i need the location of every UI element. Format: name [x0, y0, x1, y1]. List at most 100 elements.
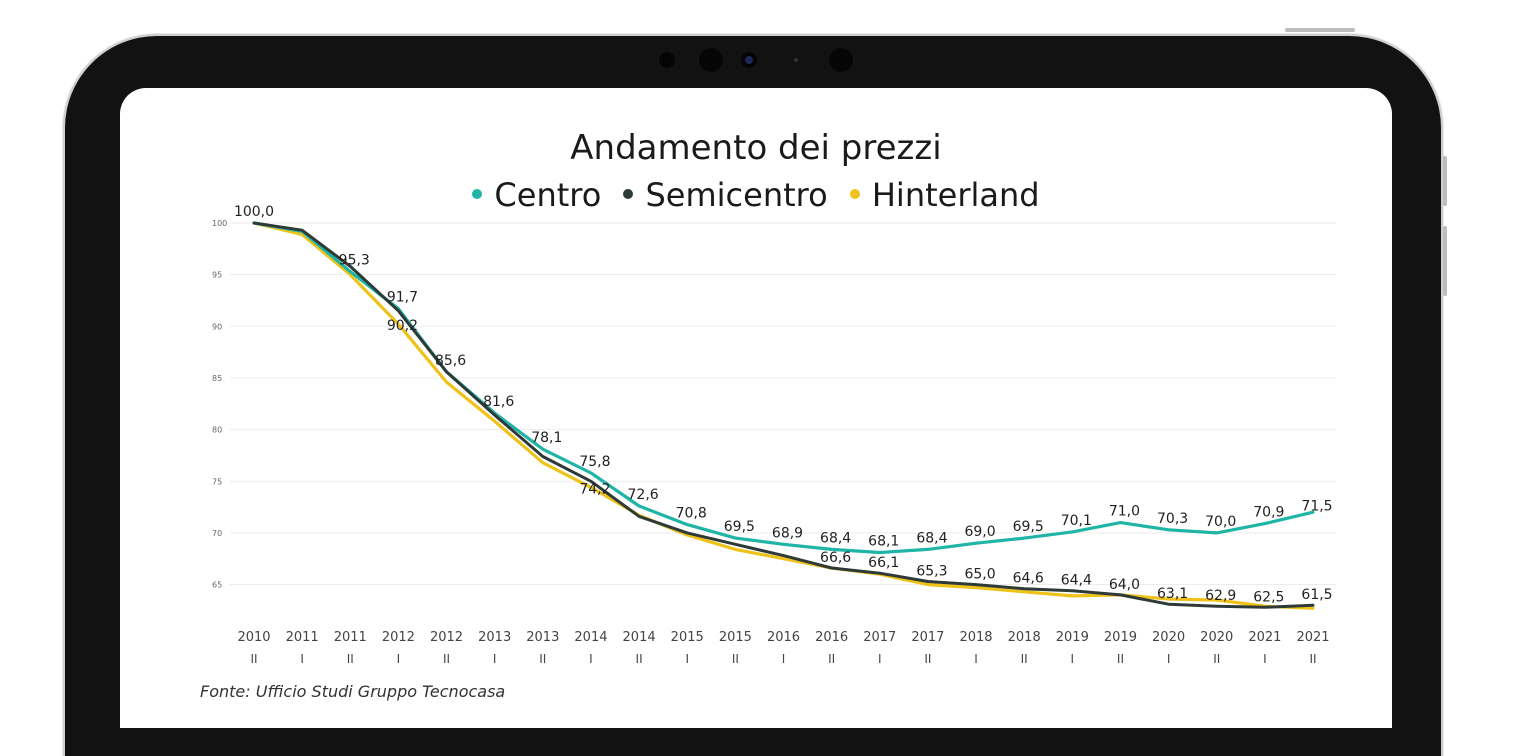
data-labels: 100,0 95,3 91,7 85,6 81,6 78,1 75,8 72,6 70,8 69,…: [234, 204, 1333, 605]
data-label-lower-3: 90,2: [387, 318, 418, 334]
x-tick-year-7: 2014: [574, 630, 607, 645]
x-tick-half-7: I: [589, 652, 593, 666]
data-label-upper-8: 72,6: [628, 487, 659, 503]
series-line-centro: [252, 221, 1315, 555]
x-tick-half-4: II: [443, 652, 450, 666]
sensor-dot-1: [659, 52, 675, 68]
data-label-lower-13: 66,1: [868, 555, 899, 571]
data-label-upper-14: 68,4: [916, 530, 947, 546]
x-tick-half-1: I: [300, 652, 304, 666]
data-label-lower-7: 74,2: [579, 482, 610, 498]
x-tick-half-0: II: [250, 652, 257, 666]
chart-title: Andamento dei prezzi: [570, 128, 942, 168]
x-tick-year-15: 2018: [959, 630, 992, 645]
x-tick-year-2: 2011: [334, 630, 367, 645]
data-label-upper-7: 75,8: [579, 454, 610, 470]
y-tick-95: 95: [212, 271, 222, 280]
y-tick-90: 90: [212, 322, 222, 331]
x-tick-half-15: I: [974, 652, 978, 666]
data-label-lower-14: 65,3: [916, 563, 947, 579]
data-label-upper-12: 68,4: [820, 530, 851, 546]
x-tick-year-22: 2021: [1296, 630, 1329, 645]
chart-source: Fonte: Ufficio Studi Gruppo Tecnocasa: [200, 682, 506, 701]
tablet-volume-button: [1443, 226, 1447, 296]
x-tick-half-6: II: [539, 652, 546, 666]
data-label-lower-20: 62,9: [1205, 588, 1236, 604]
x-tick-half-12: II: [828, 652, 835, 666]
legend-dot-hinterland: [849, 189, 860, 199]
x-tick-year-5: 2013: [478, 630, 511, 645]
x-tick-half-9: I: [685, 652, 689, 666]
legend-dot-semicentro: [623, 189, 634, 199]
x-tick-half-13: I: [878, 652, 882, 666]
x-tick-half-21: I: [1263, 652, 1267, 666]
sensor-dot-4: [829, 48, 853, 72]
data-label-upper-20: 70,0: [1205, 514, 1236, 530]
data-label-lower-19: 63,1: [1157, 586, 1188, 602]
x-tick-year-19: 2020: [1152, 630, 1185, 645]
x-tick-year-17: 2019: [1056, 630, 1089, 645]
x-tick-year-14: 2017: [911, 630, 944, 645]
x-tick-half-5: I: [493, 652, 497, 666]
tablet-top-button: [1285, 28, 1355, 32]
tablet-screen: Andamento dei prezzi Centro Semicentro H…: [120, 88, 1392, 728]
data-label-lower-15: 65,0: [964, 567, 995, 583]
x-tick-half-17: I: [1071, 652, 1075, 666]
data-label-upper-17: 70,1: [1061, 513, 1092, 529]
x-tick-half-16: II: [1021, 652, 1028, 666]
x-tick-year-13: 2017: [863, 630, 896, 645]
legend-label-hinterland: Hinterland: [871, 176, 1040, 214]
x-tick-year-16: 2018: [1008, 630, 1041, 645]
x-tick-year-4: 2012: [430, 630, 463, 645]
y-tick-65: 65: [212, 581, 222, 590]
legend-item-centro: Centro: [472, 176, 601, 214]
data-label-lower-21: 62,5: [1253, 589, 1284, 605]
x-tick-year-1: 2011: [286, 630, 319, 645]
x-tick-half-14: II: [924, 652, 931, 666]
legend-item-semicentro: Semicentro: [623, 176, 828, 214]
legend-label-semicentro: Semicentro: [645, 176, 828, 214]
data-label-lower-12: 66,6: [820, 550, 851, 566]
y-tick-100: 100: [212, 219, 227, 228]
y-tick-80: 80: [212, 426, 222, 435]
data-label-upper-18: 71,0: [1109, 504, 1140, 520]
x-tick-year-6: 2013: [526, 630, 559, 645]
x-tick-half-20: II: [1213, 652, 1220, 666]
x-axis-labels: 2010II2011I2011II2012I2012II2013I2013II2…: [237, 630, 1329, 666]
x-tick-half-3: I: [397, 652, 401, 666]
data-label-upper-11: 68,9: [772, 525, 803, 541]
x-tick-year-20: 2020: [1200, 630, 1233, 645]
data-label-upper-3: 91,7: [387, 290, 418, 306]
x-tick-year-21: 2021: [1248, 630, 1281, 645]
y-tick-75: 75: [212, 477, 222, 486]
data-label-upper-6: 78,1: [531, 430, 562, 446]
data-label-upper-19: 70,3: [1157, 511, 1188, 527]
data-label-lower-22: 61,5: [1301, 587, 1332, 603]
x-tick-year-11: 2016: [767, 630, 800, 645]
data-label-lower-18: 64,0: [1109, 577, 1140, 593]
y-axis-labels: 100 95 90 85 80 75 70 65: [212, 219, 227, 590]
sensor-dot-2: [699, 48, 723, 72]
x-tick-year-8: 2014: [623, 630, 656, 645]
chart-legend: Centro Semicentro Hinterland: [120, 176, 1392, 214]
series-line-semicentro: [252, 221, 1315, 609]
data-label-upper-10: 69,5: [724, 519, 755, 535]
data-label-upper-0: 100,0: [234, 204, 274, 220]
x-tick-half-18: II: [1117, 652, 1124, 666]
x-tick-half-2: II: [347, 652, 354, 666]
data-label-upper-15: 69,0: [964, 524, 995, 540]
series-lines: [252, 221, 1315, 610]
series-line-hinterland: [252, 221, 1315, 610]
legend-label-centro: Centro: [494, 176, 602, 214]
x-tick-half-11: I: [782, 652, 786, 666]
x-tick-year-18: 2019: [1104, 630, 1137, 645]
data-label-upper-9: 70,8: [676, 506, 707, 522]
data-label-upper-4: 85,6: [435, 353, 466, 369]
x-tick-year-0: 2010: [237, 630, 270, 645]
legend-item-hinterland: Hinterland: [849, 176, 1040, 214]
grid-lines: [230, 222, 1336, 586]
data-label-lower-17: 64,4: [1061, 573, 1092, 589]
data-label-upper-5: 81,6: [483, 394, 514, 410]
data-label-lower-16: 64,6: [1013, 571, 1044, 587]
